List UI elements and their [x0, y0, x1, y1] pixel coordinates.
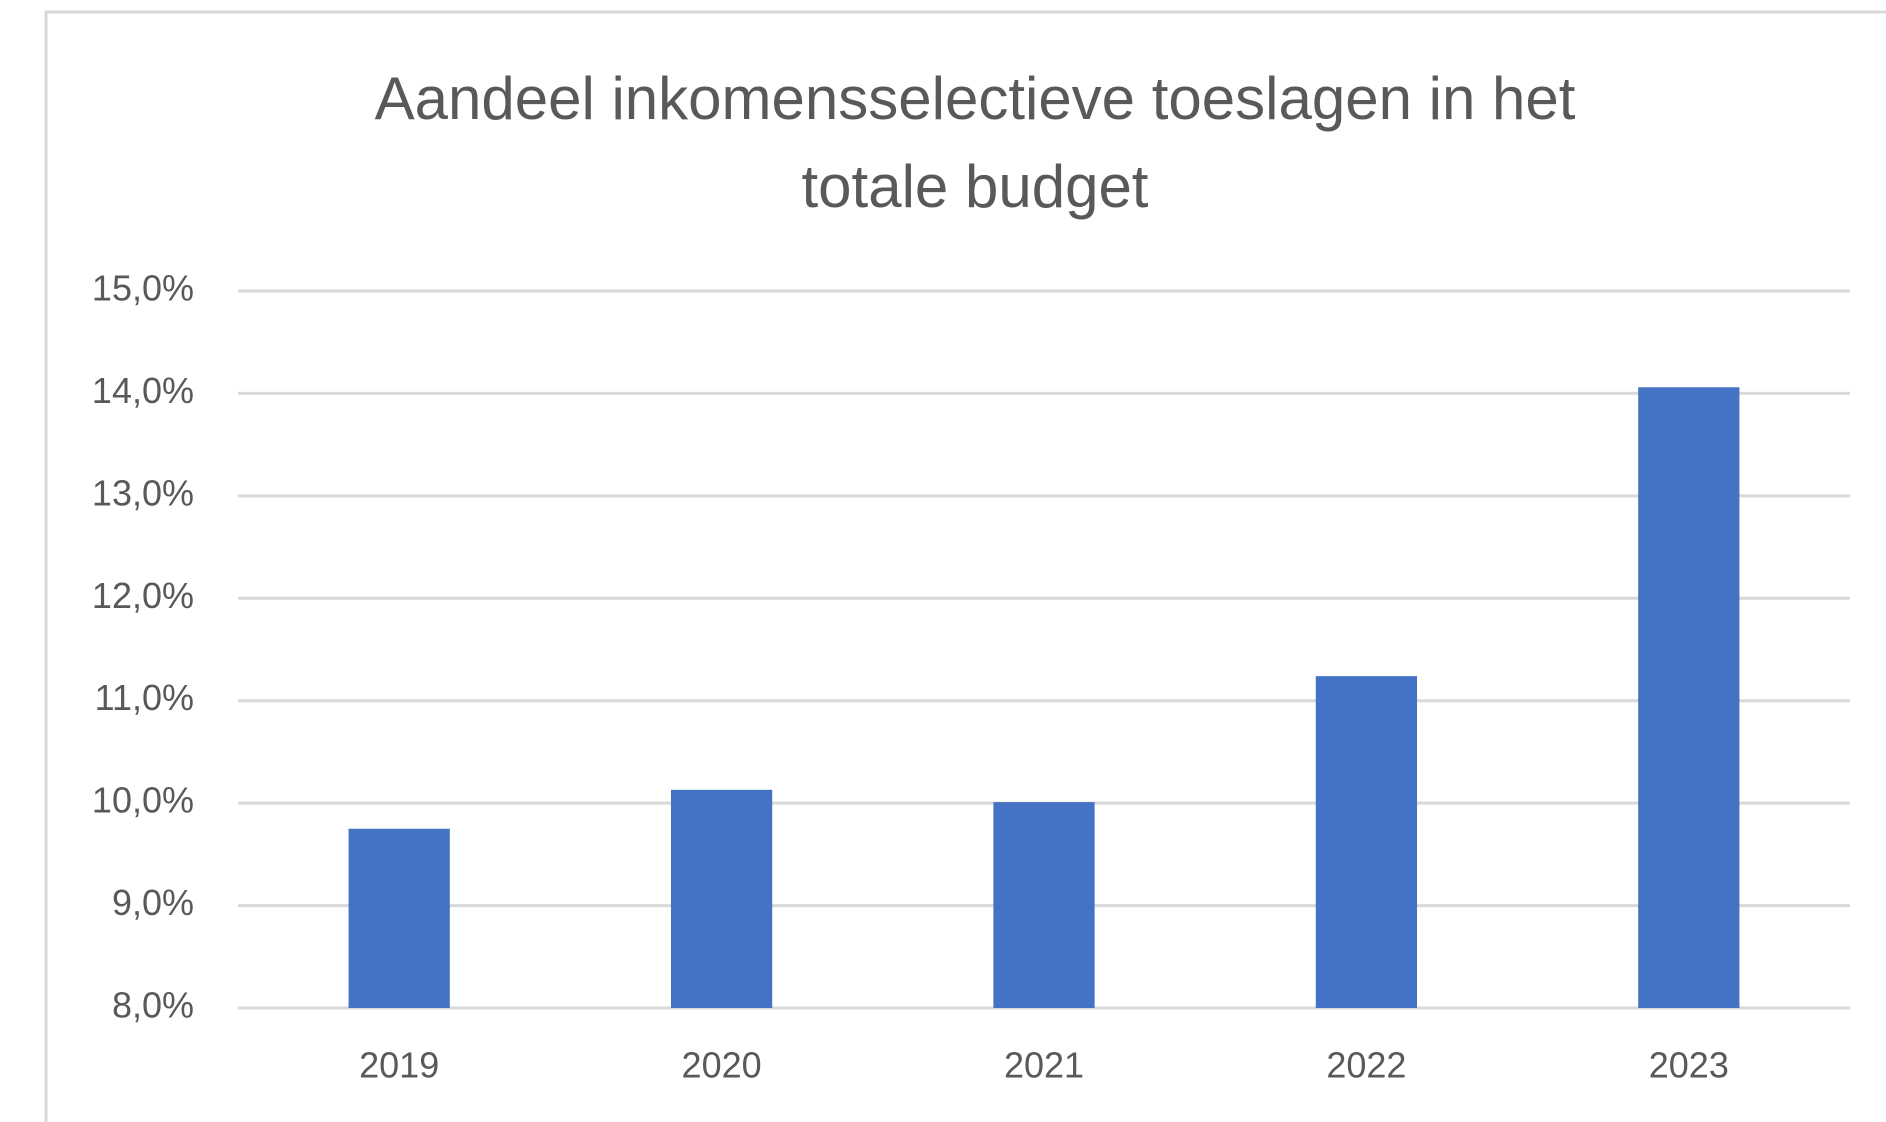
y-tick-label: 13,0% [92, 472, 194, 513]
bar [348, 828, 450, 1008]
bar [670, 789, 773, 1008]
y-tick-label: 15,0% [92, 268, 194, 309]
x-tick-label: 2020 [682, 1045, 762, 1086]
bar [1638, 387, 1740, 1009]
x-tick-label: 2019 [359, 1045, 439, 1086]
chart-border [44, 10, 1886, 1122]
y-tick-label: 10,0% [92, 780, 194, 821]
y-tick-label: 8,0% [112, 985, 194, 1026]
y-tick-label: 12,0% [92, 575, 194, 616]
chart-title: Aandeel inkomensselectieve toeslagen in … [374, 65, 1576, 220]
x-tick-label: 2021 [1004, 1045, 1084, 1086]
x-tick-label: 2022 [1326, 1045, 1406, 1086]
y-tick-label: 11,0% [95, 677, 194, 718]
y-tick-label: 9,0% [112, 882, 194, 923]
bar [1315, 676, 1418, 1008]
y-tick-label: 14,0% [92, 370, 194, 411]
x-tick-label: 2023 [1649, 1045, 1729, 1086]
bar [993, 802, 1095, 1008]
